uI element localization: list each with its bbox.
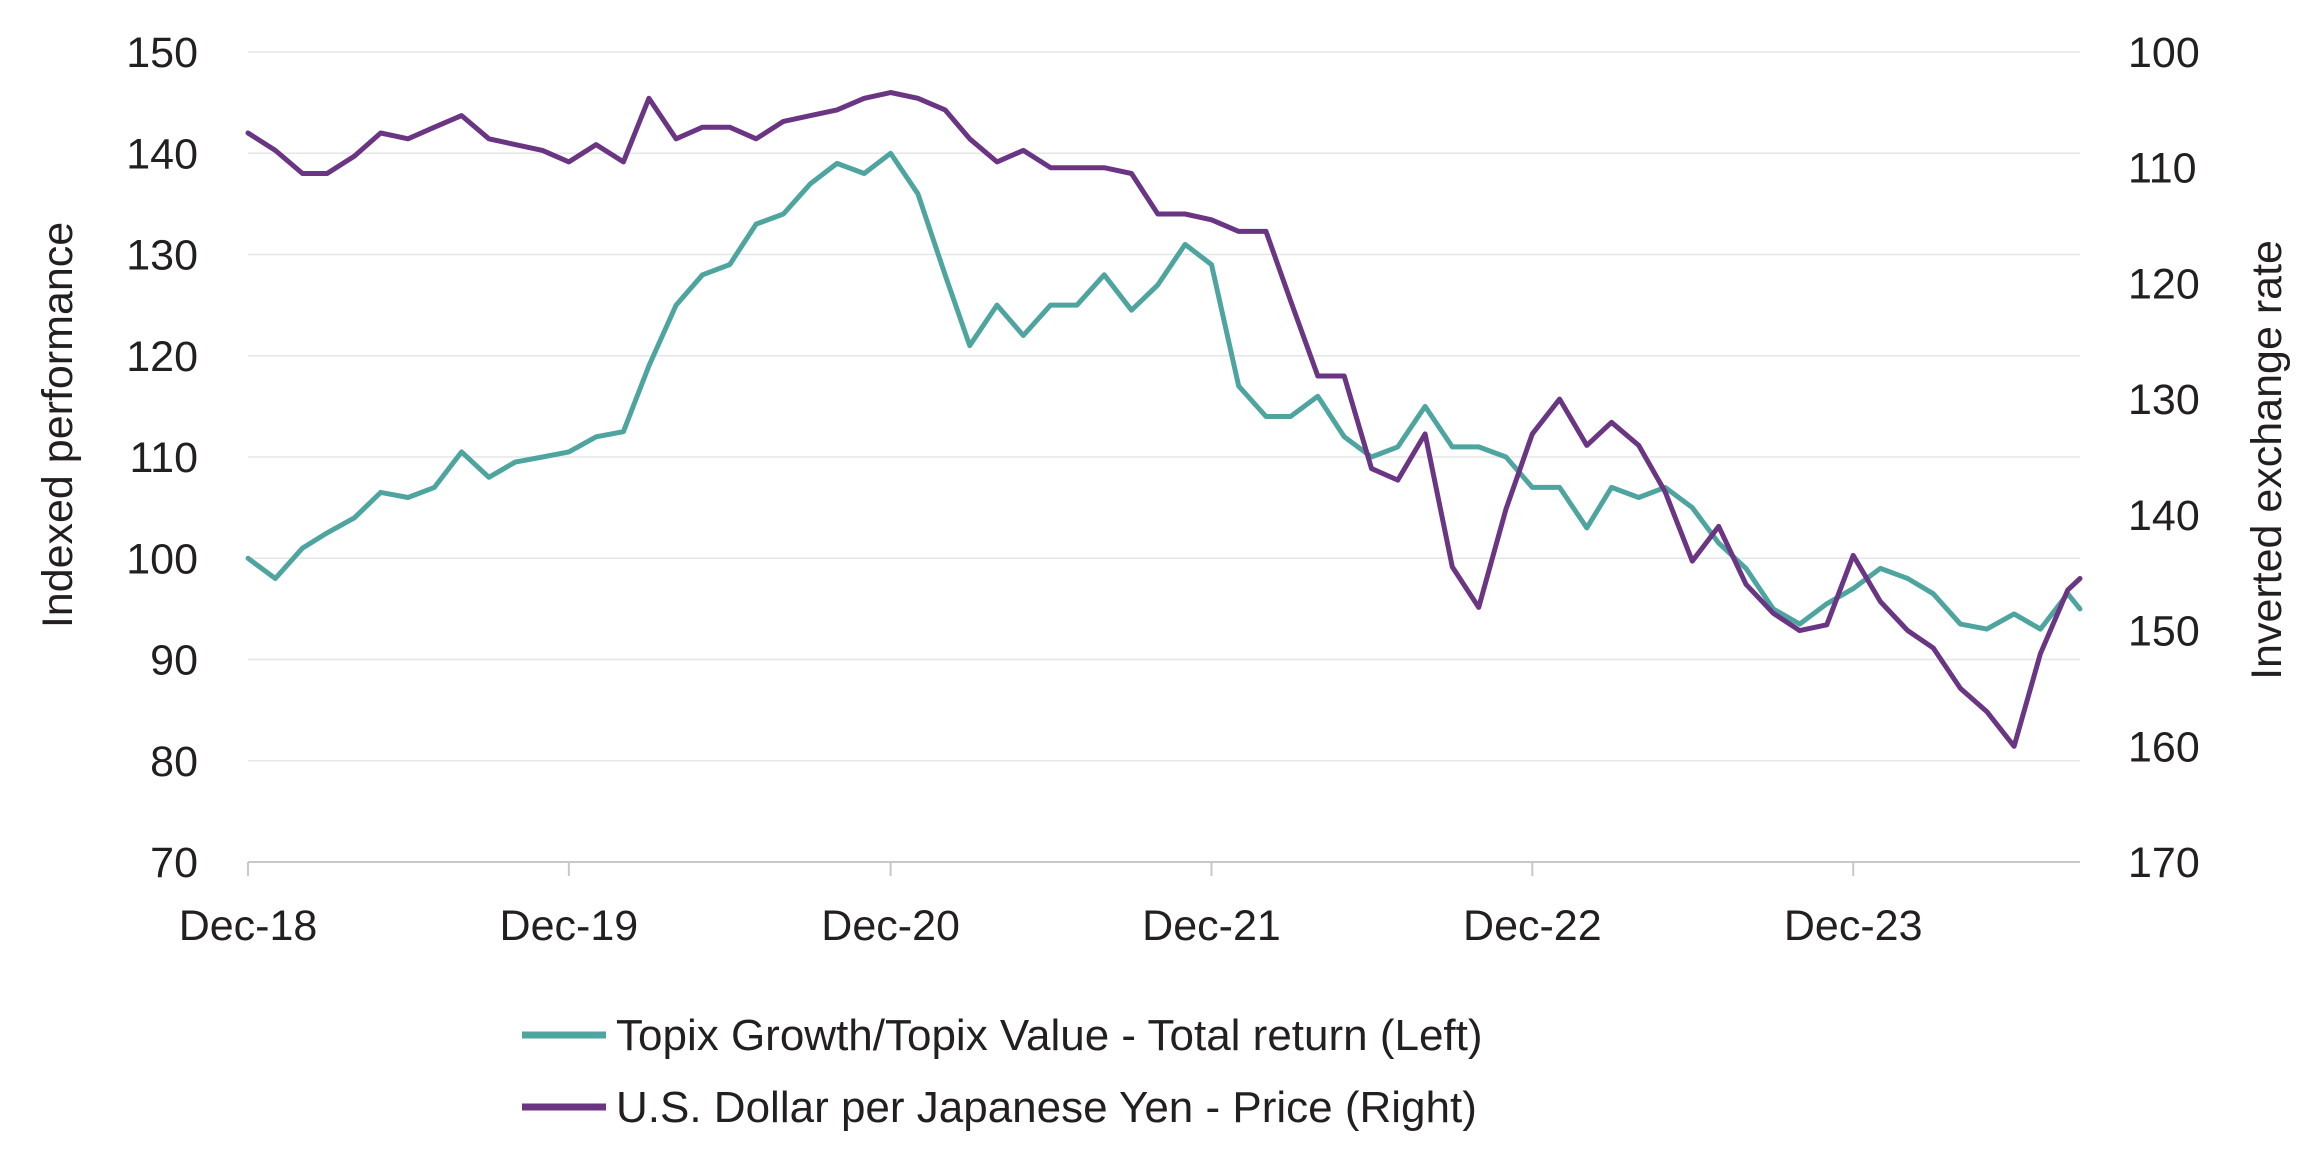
left-tick-label: 130 bbox=[126, 232, 198, 280]
left-tick-label: 80 bbox=[150, 738, 198, 786]
left-tick-label: 120 bbox=[126, 333, 198, 381]
right-tick-label: 130 bbox=[2128, 376, 2200, 424]
right-tick-label: 170 bbox=[2128, 839, 2200, 887]
left-tick-label: 90 bbox=[150, 637, 198, 685]
right-tick-label: 140 bbox=[2128, 492, 2200, 540]
x-tick-label: Dec-20 bbox=[821, 902, 960, 950]
right-axis-ticks: 100 110 120 130 140 150 160 170 bbox=[2128, 29, 2200, 887]
gridlines bbox=[248, 51, 2080, 762]
x-tick-label: Dec-18 bbox=[179, 902, 318, 950]
series-line-growth-value bbox=[245, 150, 2083, 632]
right-tick-label: 110 bbox=[2128, 145, 2197, 193]
left-axis-ticks: 70 80 90 100 110 120 130 140 150 bbox=[126, 29, 198, 887]
right-tick-label: 160 bbox=[2128, 723, 2200, 771]
right-tick-label: 120 bbox=[2128, 260, 2200, 308]
legend-label-growth-value: Topix Growth/Topix Value - Total return … bbox=[616, 1011, 1483, 1060]
x-axis: Dec-18 Dec-19 Dec-20 Dec-21 Dec-22 Dec-23 bbox=[179, 861, 2080, 950]
left-tick-label: 100 bbox=[126, 535, 198, 583]
right-axis-title: Inverted exchange rate bbox=[2243, 240, 2291, 680]
series-line-usd-jpy bbox=[245, 90, 2083, 749]
series-lines bbox=[245, 90, 2083, 749]
x-tick-label: Dec-21 bbox=[1142, 902, 1281, 950]
legend-label-usd-jpy: U.S. Dollar per Japanese Yen - Price (Ri… bbox=[616, 1083, 1477, 1132]
left-tick-label: 150 bbox=[126, 29, 198, 77]
left-tick-label: 140 bbox=[126, 130, 198, 178]
right-tick-label: 150 bbox=[2128, 608, 2200, 656]
legend: Topix Growth/Topix Value - Total return … bbox=[522, 1011, 1483, 1132]
left-tick-label: 110 bbox=[129, 434, 198, 482]
right-tick-label: 100 bbox=[2128, 29, 2200, 77]
left-tick-label: 70 bbox=[150, 839, 198, 887]
x-tick-label: Dec-23 bbox=[1784, 902, 1923, 950]
x-tick-label: Dec-19 bbox=[500, 902, 639, 950]
left-axis-title: Indexed performance bbox=[34, 222, 82, 628]
x-tick-label: Dec-22 bbox=[1463, 902, 1602, 950]
